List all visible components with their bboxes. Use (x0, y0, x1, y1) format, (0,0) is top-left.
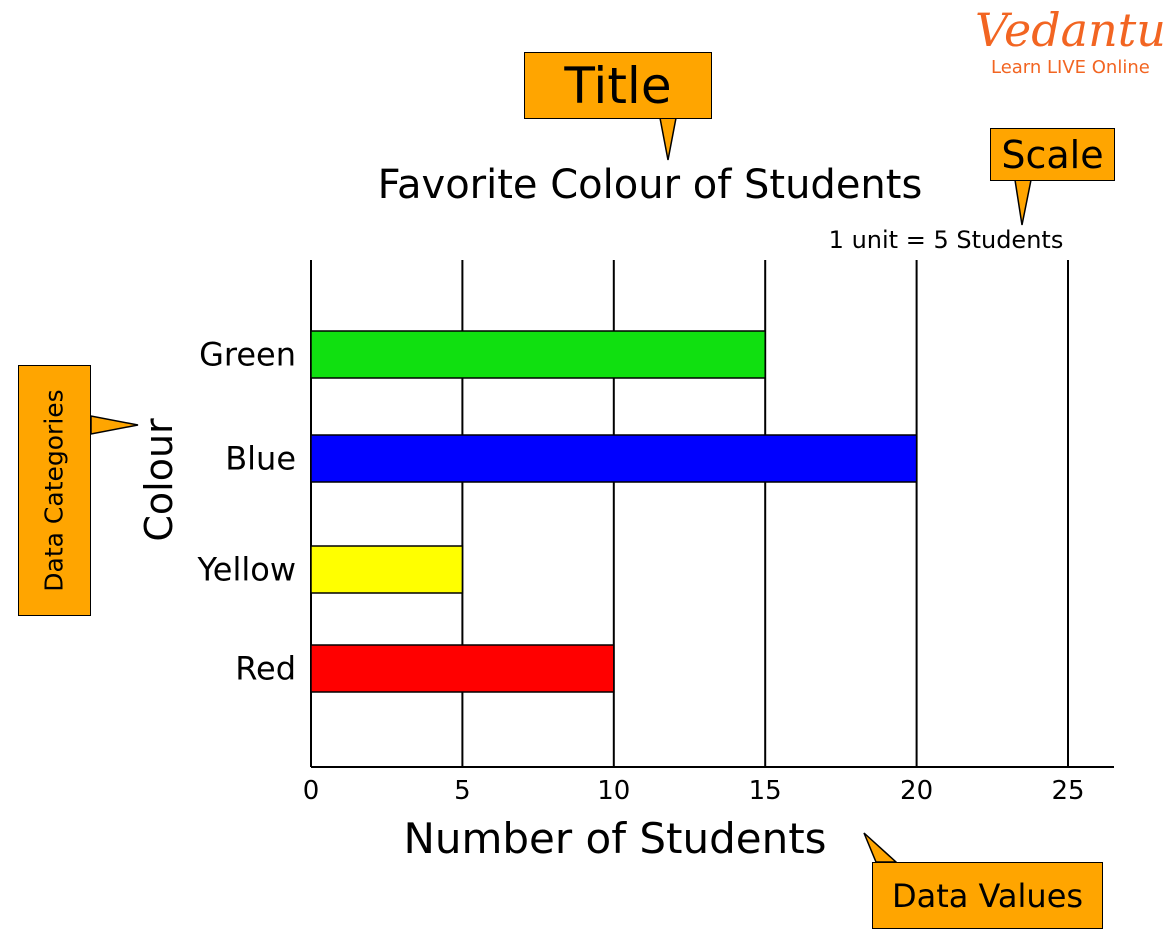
categories-callout-pointer (90, 415, 139, 435)
title-callout-pointer (659, 117, 677, 161)
y-tick-label: Yellow (196, 551, 296, 589)
bar-yellow (310, 545, 464, 594)
y-axis-label: Colour (137, 418, 181, 542)
logo-tagline: Learn LIVE Online (990, 57, 1150, 78)
vedantu-logo: Vedantu Learn LIVE Online (975, 2, 1166, 78)
x-tick-label: 15 (749, 776, 782, 806)
scale-callout: Scale (990, 128, 1115, 181)
y-tick-label: Red (235, 650, 296, 688)
x-tick-label: 20 (900, 776, 933, 806)
values-callout-pointer (863, 832, 898, 863)
bar-red (310, 644, 615, 693)
x-tick-label: 10 (597, 776, 630, 806)
scale-note: 1 unit = 5 Students (829, 226, 1064, 254)
bar-green (310, 330, 766, 379)
x-tick-label: 25 (1051, 776, 1084, 806)
scale-callout-pointer (1014, 179, 1032, 226)
data-categories-text: Data Categories (40, 389, 69, 592)
y-tick-label: Blue (225, 440, 296, 478)
data-categories-callout: Data Categories (18, 365, 91, 616)
y-tick-label: Green (199, 336, 296, 374)
chart-title: Favorite Colour of Students (378, 162, 923, 208)
title-callout: Title (524, 52, 712, 119)
x-axis-label: Number of Students (403, 814, 826, 863)
x-tick-label: 5 (454, 776, 471, 806)
data-values-callout: Data Values (872, 862, 1103, 929)
x-tick-label: 0 (303, 776, 320, 806)
bar-blue (310, 434, 918, 483)
logo-wordmark: Vedantu (975, 3, 1166, 57)
